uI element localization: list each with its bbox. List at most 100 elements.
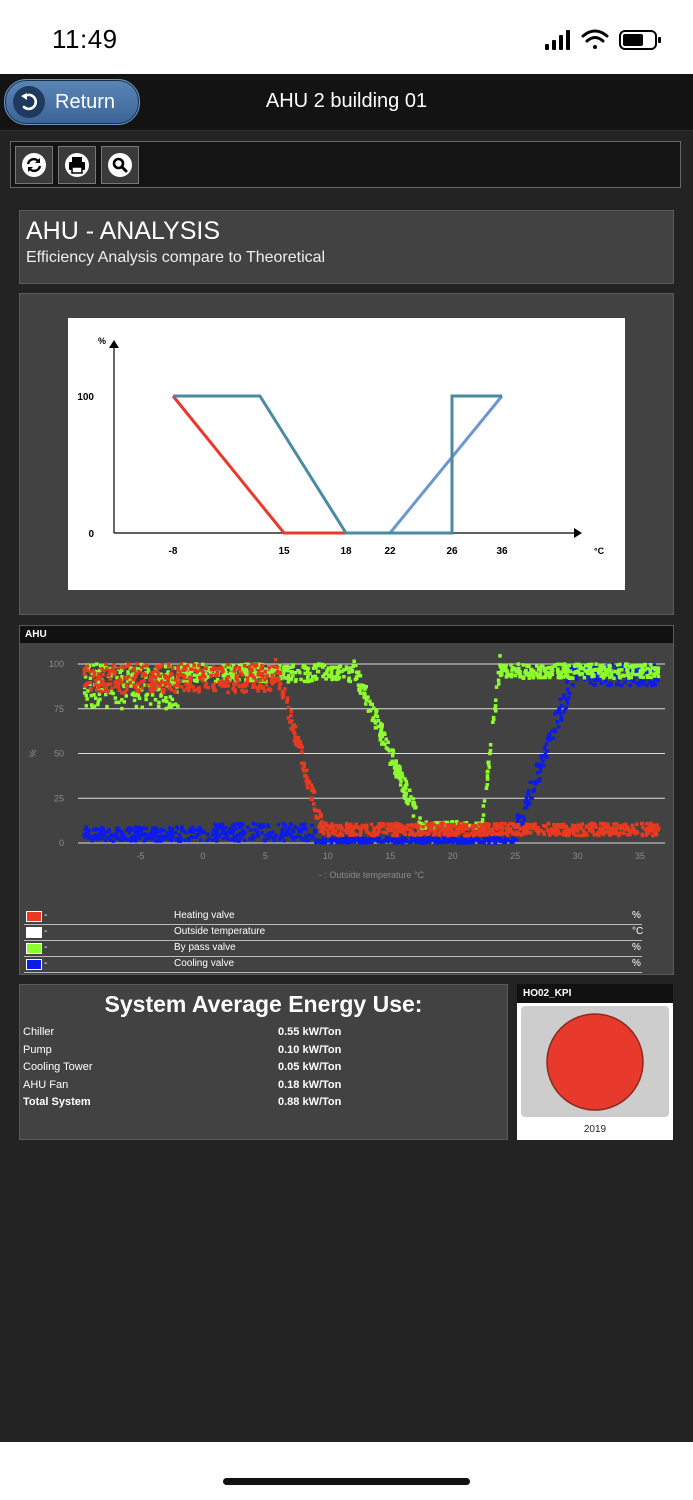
- data-point: [467, 833, 471, 838]
- data-point: [155, 687, 160, 692]
- data-point: [548, 737, 552, 741]
- print-button[interactable]: [58, 146, 96, 184]
- data-point: [285, 696, 290, 700]
- legend-item[interactable]: - Heating valve%: [24, 909, 642, 925]
- data-point: [599, 822, 603, 826]
- data-point: [383, 742, 387, 746]
- refresh-button[interactable]: [15, 146, 53, 184]
- kpi-title: HO02_KPI: [517, 984, 673, 1003]
- data-point: [119, 829, 123, 834]
- data-point: [396, 827, 401, 831]
- search-icon: [108, 153, 132, 177]
- data-point: [159, 694, 163, 698]
- data-point: [391, 838, 395, 842]
- home-indicator[interactable]: [223, 1478, 470, 1485]
- legend-item[interactable]: - By pass valve%: [24, 941, 642, 957]
- data-point: [197, 663, 201, 668]
- data-point: [502, 831, 507, 836]
- data-point: [621, 673, 625, 677]
- data-point: [578, 665, 583, 670]
- legend-swatch: [26, 911, 42, 922]
- data-point: [494, 685, 499, 689]
- data-point: [230, 675, 235, 680]
- data-point: [292, 739, 297, 743]
- data-point: [289, 835, 293, 839]
- data-point: [368, 699, 372, 703]
- data-point: [322, 825, 327, 829]
- legend-swatch: [26, 943, 42, 954]
- data-point: [440, 828, 445, 833]
- data-point: [113, 680, 117, 684]
- data-point: [253, 685, 257, 689]
- data-point: [285, 700, 289, 704]
- data-point: [105, 667, 109, 671]
- data-point: [130, 668, 135, 672]
- data-point: [427, 836, 431, 840]
- data-point: [182, 662, 187, 667]
- data-point: [182, 688, 186, 693]
- data-point: [513, 832, 518, 836]
- data-point: [454, 825, 458, 829]
- data-point: [321, 674, 326, 678]
- data-point: [622, 831, 626, 836]
- data-point: [445, 840, 450, 844]
- data-point: [477, 826, 482, 831]
- data-point: [395, 835, 400, 840]
- data-point: [511, 832, 515, 836]
- data-point: [530, 826, 534, 831]
- data-point: [343, 840, 347, 844]
- data-point: [497, 825, 501, 829]
- data-point: [622, 827, 627, 832]
- data-point: [229, 826, 233, 831]
- data-point: [370, 833, 374, 837]
- data-point: [160, 687, 164, 692]
- data-point: [566, 675, 570, 680]
- status-icons: [545, 28, 665, 57]
- data-point: [398, 783, 403, 787]
- data-point: [192, 678, 197, 682]
- data-point: [175, 826, 179, 830]
- data-point: [638, 678, 643, 682]
- data-point: [607, 829, 612, 833]
- data-point: [403, 793, 407, 797]
- data-point: [299, 677, 303, 682]
- data-point: [214, 673, 218, 677]
- data-point: [194, 828, 198, 832]
- data-point: [369, 838, 373, 842]
- data-point: [97, 675, 102, 680]
- data-point: [134, 671, 139, 676]
- data-point: [202, 830, 206, 834]
- search-button[interactable]: [101, 146, 139, 184]
- legend-item[interactable]: - Cooling valve%: [24, 957, 642, 973]
- energy-row: Cooling Tower 0.05 kW/Ton: [23, 1061, 503, 1078]
- data-point: [378, 730, 383, 734]
- data-point: [654, 831, 658, 835]
- data-point: [197, 690, 201, 694]
- data-point: [247, 665, 251, 669]
- x-tick-label: 10: [323, 851, 333, 861]
- data-point: [536, 831, 541, 836]
- data-point: [313, 828, 317, 833]
- data-point: [173, 830, 178, 835]
- data-point: [226, 675, 231, 679]
- legend-unit: °C: [632, 926, 644, 937]
- data-point: [459, 838, 464, 842]
- data-point: [543, 752, 548, 757]
- data-point: [165, 836, 169, 840]
- data-point: [181, 673, 185, 677]
- return-button[interactable]: Return: [4, 79, 140, 125]
- data-point: [532, 787, 536, 792]
- data-point: [115, 826, 119, 831]
- data-point: [283, 668, 287, 672]
- legend-item[interactable]: - Outside temperature °C: [24, 925, 644, 941]
- data-point: [304, 839, 308, 843]
- data-point: [482, 832, 487, 836]
- data-point: [357, 840, 361, 845]
- data-point: [617, 678, 621, 683]
- data-point: [256, 834, 260, 839]
- data-point: [588, 681, 593, 685]
- data-point: [487, 760, 491, 764]
- data-point: [396, 770, 401, 775]
- data-point: [312, 664, 317, 668]
- data-point: [412, 802, 417, 806]
